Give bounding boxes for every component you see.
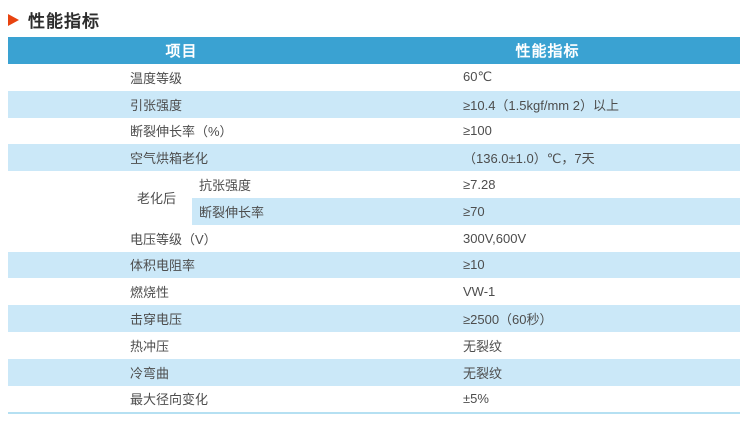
row-value: 300V,600V [463, 230, 527, 246]
row-label: 燃烧性 [130, 285, 170, 301]
row-value: （136.0±1.0）℃，7天 [463, 151, 595, 167]
row-label: 温度等级 [130, 70, 183, 86]
header-cell-item: 项目 [165, 43, 198, 60]
table-header: 项目 性能指标 [8, 37, 740, 64]
row-value: VW-1 [463, 284, 496, 300]
row-label: 冷弯曲 [130, 365, 170, 381]
row-label: 击穿电压 [130, 312, 183, 328]
table-row: 温度等级 60℃ [8, 64, 740, 91]
row-label: 空气烘箱老化 [130, 151, 209, 167]
sub-row-label: 断裂伸长率 [199, 204, 265, 220]
aged-group-label: 老化后 [137, 191, 177, 207]
row-value: ≥10 [463, 257, 485, 273]
row-label: 电压等级（V） [130, 231, 217, 247]
section-title-bar: 性能指标 [8, 7, 100, 32]
row-value: 60℃ [463, 69, 493, 85]
table-row: 断裂伸长率（%） ≥100 [8, 117, 740, 145]
header-cell-spec: 性能指标 [515, 43, 580, 60]
spec-table: 项目 性能指标 温度等级 60℃ 引张强度 ≥10.4（1.5kgf/mm 2）… [8, 37, 740, 415]
sub-row: 抗张强度 ≥7.28 [192, 171, 740, 198]
page-title: 性能指标 [28, 12, 100, 31]
table-row: 体积电阻率 ≥10 [8, 251, 740, 279]
arrow-right-icon [8, 13, 19, 26]
row-label: 引张强度 [130, 97, 183, 113]
table-row: 空气烘箱老化 （136.0±1.0）℃，7天 [8, 144, 740, 172]
row-label: 最大径向变化 [130, 392, 209, 408]
table-row: 热冲压 无裂纹 [8, 331, 740, 359]
merged-row-group: 老化后 抗张强度 ≥7.28 断裂伸长率 ≥70 [8, 171, 740, 225]
row-value: 无裂纹 [463, 338, 503, 354]
sub-row-value: ≥7.28 [463, 177, 496, 193]
row-label: 断裂伸长率（%） [130, 124, 233, 140]
sub-row-label: 抗张强度 [199, 178, 252, 194]
sub-row: 断裂伸长率 ≥70 [192, 197, 740, 225]
sub-row-value: ≥70 [463, 203, 485, 219]
row-label: 热冲压 [130, 338, 170, 354]
row-value: ≥100 [463, 123, 492, 139]
row-value: ±5% [463, 391, 489, 407]
table-row: 电压等级（V） 300V,600V [8, 224, 740, 252]
table-row: 引张强度 ≥10.4（1.5kgf/mm 2）以上 [8, 90, 740, 118]
table-row: 冷弯曲 无裂纹 [8, 358, 740, 386]
aged-sub-rows: 抗张强度 ≥7.28 断裂伸长率 ≥70 [192, 171, 740, 225]
row-label: 体积电阻率 [130, 258, 196, 274]
table-row: 最大径向变化 ±5% [8, 385, 740, 413]
table-row: 燃烧性 VW-1 [8, 278, 740, 306]
row-value: 无裂纹 [463, 365, 503, 381]
table-row: 击穿电压 ≥2500（60秒） [8, 305, 740, 332]
row-value: ≥10.4（1.5kgf/mm 2）以上 [463, 97, 619, 113]
row-value: ≥2500（60秒） [463, 312, 553, 328]
